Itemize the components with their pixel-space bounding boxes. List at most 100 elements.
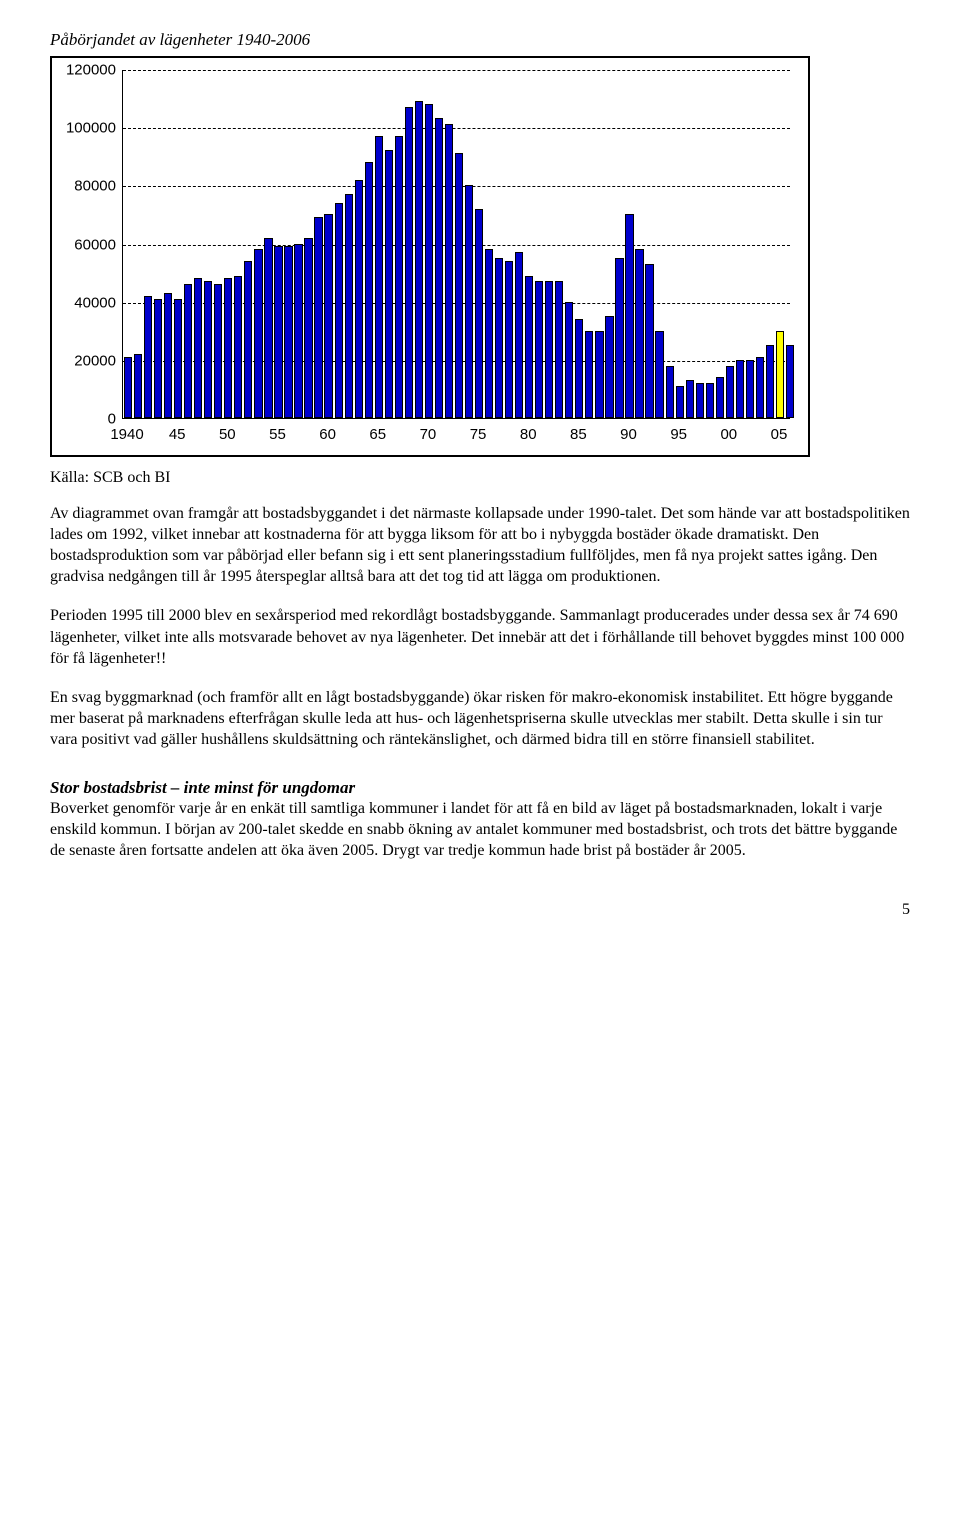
bar: [786, 345, 794, 418]
bar: [244, 261, 252, 418]
bar: [525, 276, 533, 419]
x-tick-label: 50: [219, 426, 236, 443]
bar: [375, 136, 383, 418]
chart-container: 0 20000 40000 60000 80000 100000 120000 1940 45…: [50, 56, 810, 457]
x-tick-label: 45: [169, 426, 186, 443]
gridline: [123, 70, 790, 71]
x-tick-label: 55: [269, 426, 286, 443]
bar: [134, 354, 142, 418]
bar: [264, 238, 272, 418]
bar: [595, 331, 603, 418]
x-tick-label: 65: [369, 426, 386, 443]
chart-title: Påbörjandet av lägenheter 1940-2006: [50, 30, 910, 50]
paragraph-4: Boverket genomför varje år en enkät till…: [50, 798, 910, 861]
bar: [535, 281, 543, 418]
bar: [304, 238, 312, 418]
bar: [395, 136, 403, 418]
bar: [425, 104, 433, 418]
bar: [174, 299, 182, 418]
bar: [666, 366, 674, 418]
y-tick-label: 40000: [60, 294, 116, 311]
bar: [565, 302, 573, 418]
bar: [635, 249, 643, 418]
bar: [124, 357, 132, 418]
x-tick-label: 1940: [110, 426, 143, 443]
bar: [555, 281, 563, 418]
x-tick-label: 85: [570, 426, 587, 443]
bar: [254, 249, 262, 418]
bar: [154, 299, 162, 418]
bar: [756, 357, 764, 418]
x-tick-label: 90: [620, 426, 637, 443]
bar: [324, 214, 332, 418]
y-tick-label: 120000: [60, 62, 116, 79]
bar: [214, 284, 222, 418]
x-tick-label: 00: [720, 426, 737, 443]
bar: [645, 264, 653, 418]
bar: [686, 380, 694, 418]
page-number: 5: [50, 901, 910, 919]
bar: [204, 281, 212, 418]
x-tick-label: 60: [319, 426, 336, 443]
bar: [585, 331, 593, 418]
gridline: [123, 128, 790, 129]
bar: [385, 150, 393, 418]
bar: [766, 345, 774, 418]
bar: [605, 316, 613, 418]
bar: [495, 258, 503, 418]
chart-plot-area: [122, 70, 790, 419]
y-tick-label: 100000: [60, 120, 116, 137]
bar: [726, 366, 734, 418]
x-tick-label: 95: [670, 426, 687, 443]
y-tick-label: 20000: [60, 352, 116, 369]
bar: [545, 281, 553, 418]
bar: [164, 293, 172, 418]
bar: [294, 244, 302, 419]
bar: [274, 246, 282, 418]
bar: [234, 276, 242, 419]
section-heading: Stor bostadsbrist – inte minst för ungdo…: [50, 778, 910, 798]
bar: [736, 360, 744, 418]
bar: [224, 278, 232, 418]
bar: [345, 194, 353, 418]
x-tick-label: 75: [470, 426, 487, 443]
x-tick-label: 80: [520, 426, 537, 443]
y-tick-label: 0: [60, 411, 116, 428]
chart-source: Källa: SCB och BI: [50, 469, 910, 487]
bar: [696, 383, 704, 418]
bar: [625, 214, 633, 418]
paragraph-1: Av diagrammet ovan framgår att bostadsby…: [50, 503, 910, 587]
bar: [505, 261, 513, 418]
bar: [365, 162, 373, 418]
bar: [184, 284, 192, 418]
bar: [475, 209, 483, 418]
bar: [194, 278, 202, 418]
bar: [335, 203, 343, 418]
bar: [435, 118, 443, 418]
bar: [405, 107, 413, 418]
bar: [465, 185, 473, 418]
bar: [706, 383, 714, 418]
paragraph-3: En svag byggmarknad (och framför allt en…: [50, 687, 910, 750]
bar: [676, 386, 684, 418]
x-tick-label: 05: [771, 426, 788, 443]
bar: [515, 252, 523, 418]
bar: [485, 249, 493, 418]
x-tick-label: 70: [420, 426, 437, 443]
chart-inner: 020000400006000080000100000120000 194045…: [60, 66, 800, 451]
bar: [445, 124, 453, 418]
bar: [716, 377, 724, 418]
bar: [575, 319, 583, 418]
bar: [284, 246, 292, 418]
bar: [314, 217, 322, 418]
bar: [415, 101, 423, 418]
y-tick-label: 60000: [60, 236, 116, 253]
bar: [355, 180, 363, 418]
bar: [655, 331, 663, 418]
bar: [776, 331, 784, 418]
bar: [746, 360, 754, 418]
y-tick-label: 80000: [60, 178, 116, 195]
paragraph-2: Perioden 1995 till 2000 blev en sexårspe…: [50, 605, 910, 668]
bar: [144, 296, 152, 418]
bar: [615, 258, 623, 418]
